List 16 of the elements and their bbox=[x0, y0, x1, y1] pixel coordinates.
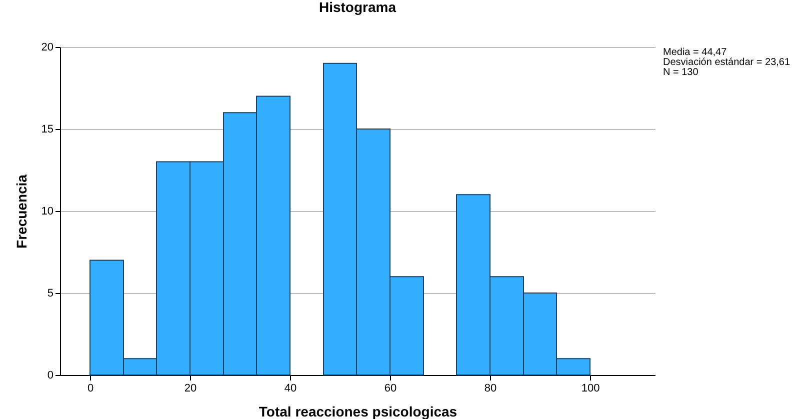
text: N = 130 bbox=[663, 67, 699, 78]
x-tick-label: 60 bbox=[384, 382, 397, 394]
chart-title: Histograma bbox=[318, 0, 396, 15]
y-axis-title: Frecuencia bbox=[13, 174, 30, 248]
y-tick-label: 0 bbox=[47, 370, 54, 382]
text: Desviación estándar = 23,61 bbox=[663, 57, 790, 68]
y-tick-label: 20 bbox=[41, 42, 54, 54]
x-tick-label: 100 bbox=[581, 382, 600, 394]
text: Media = 44,47 bbox=[663, 47, 728, 58]
y-tick-label: 5 bbox=[47, 288, 54, 300]
x-tick-label: 0 bbox=[87, 382, 94, 394]
y-tick-label: 10 bbox=[41, 206, 54, 218]
x-tick-label: 80 bbox=[484, 382, 497, 394]
x-tick-label: 40 bbox=[284, 382, 297, 394]
y-tick-label: 15 bbox=[41, 124, 54, 136]
x-tick-label: 20 bbox=[184, 382, 197, 394]
